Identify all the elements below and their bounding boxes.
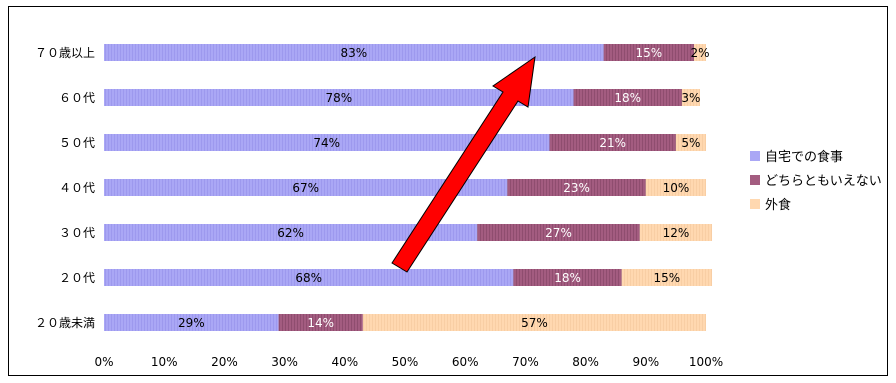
x-tick-label: 70%: [512, 355, 539, 369]
bar-segment-2-1: [681, 89, 700, 106]
category-labels: ７０歳以上 ６０代 ５０代 ４０代 ３０代 ２０代 ２０歳未満: [35, 46, 95, 330]
stacked-bar-chart: 83% 15% 2% 78% 18% 3% 74% 21% 5% 67% 23% 10% 62% 27% 1…: [35, 44, 882, 369]
bar-segment-0-2: [104, 134, 550, 151]
x-tick-label: 60%: [452, 355, 479, 369]
data-label-0-3: 67%: [292, 181, 319, 195]
data-label-1-5: 18%: [554, 271, 581, 285]
x-tick-label: 10%: [151, 355, 178, 369]
bar-segment-1-6: [278, 314, 363, 331]
data-label-0-5: 68%: [295, 271, 322, 285]
legend-swatch-2: [750, 199, 760, 209]
x-tick-label: 80%: [572, 355, 599, 369]
category-label: ３０代: [59, 226, 95, 240]
bar-segment-1-5: [513, 269, 622, 286]
bar-segment-0-5: [104, 269, 514, 286]
x-tick-label: 50%: [392, 355, 419, 369]
legend-swatch-1: [750, 175, 760, 185]
bar-segment-1-2: [549, 134, 676, 151]
bar-segment-1-3: [507, 179, 646, 196]
data-label-1-3: 23%: [563, 181, 590, 195]
chart-frame: 83% 15% 2% 78% 18% 3% 74% 21% 5% 67% 23% 10% 62% 27% 1…: [8, 6, 888, 376]
data-label-2-3: 10%: [663, 181, 690, 195]
data-label-2-6: 57%: [521, 316, 548, 330]
legend-label-1: どちらともいえない: [765, 174, 882, 189]
category-label: ５０代: [59, 136, 95, 150]
bar-segment-0-6: [104, 314, 279, 331]
category-label: ２０歳未満: [35, 316, 95, 330]
x-axis-tick-labels: 0% 10% 20% 30% 40% 50% 60% 70% 80% 90% 100%: [94, 355, 723, 369]
data-label-0-6: 29%: [178, 316, 205, 330]
category-label: ４０代: [59, 181, 95, 195]
bar-segment-2-2: [675, 134, 706, 151]
bar-segment-0-3: [104, 179, 508, 196]
data-label-0-1: 78%: [325, 91, 352, 105]
x-tick-label: 0%: [94, 355, 113, 369]
red-arrow-annotation: [391, 55, 536, 273]
x-tick-label: 30%: [271, 355, 298, 369]
data-label-0-0: 83%: [340, 46, 367, 60]
legend-label-0: 自宅での食事: [765, 149, 843, 165]
bar-segment-2-4: [639, 224, 713, 241]
data-label-1-1: 18%: [614, 91, 641, 105]
data-label-1-2: 21%: [599, 136, 626, 150]
data-label-2-4: 12%: [663, 226, 690, 240]
data-label-1-6: 14%: [307, 316, 334, 330]
bar-segment-1-4: [477, 224, 640, 241]
bar-segment-1-1: [573, 89, 682, 106]
category-label: ７０歳以上: [35, 46, 95, 60]
category-label: ２０代: [59, 271, 95, 285]
data-label-0-4: 62%: [277, 226, 304, 240]
data-label-2-5: 15%: [654, 271, 681, 285]
data-label-1-0: 15%: [635, 46, 662, 60]
bar-segment-0-0: [104, 44, 604, 61]
arrow-shape: [391, 55, 536, 273]
bar-segment-2-3: [645, 179, 706, 196]
legend-label-2: 外食: [765, 197, 791, 213]
data-label-0-2: 74%: [313, 136, 340, 150]
data-label-2-2: 5%: [681, 136, 700, 150]
bar-segment-2-5: [621, 269, 713, 286]
x-tick-label: 100%: [689, 355, 723, 369]
data-label-2-1: 3%: [681, 91, 700, 105]
data-label-1-4: 27%: [545, 226, 572, 240]
bars-group: 83% 15% 2% 78% 18% 3% 74% 21% 5% 67% 23% 10% 62% 27% 1…: [104, 44, 713, 331]
bar-segment-0-4: [104, 224, 478, 241]
bar-segment-2-0: [693, 44, 706, 61]
bar-segment-1-0: [603, 44, 694, 61]
x-tick-label: 20%: [211, 355, 238, 369]
x-tick-label: 90%: [632, 355, 659, 369]
data-label-2-0: 2%: [690, 46, 709, 60]
legend-swatch-0: [750, 151, 760, 161]
category-label: ６０代: [59, 91, 95, 105]
bar-segment-2-6: [362, 314, 706, 331]
x-tick-label: 40%: [331, 355, 358, 369]
bar-segment-0-1: [104, 89, 574, 106]
